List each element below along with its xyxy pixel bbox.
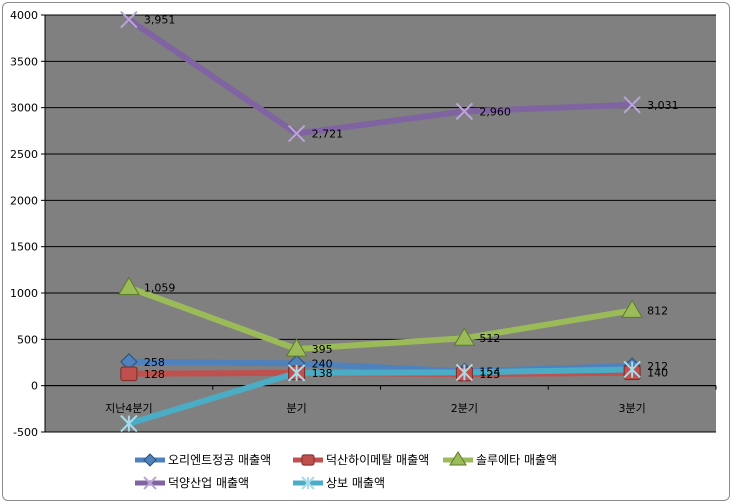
data-label: 395: [312, 343, 333, 356]
y-tick-label: 4000: [10, 9, 38, 22]
data-point: [455, 102, 474, 121]
data-label: 140: [647, 367, 668, 380]
y-tick-label: 0: [31, 380, 38, 393]
data-label: 1,059: [144, 282, 176, 295]
series-line: [125, 284, 636, 353]
y-tick-label: 3000: [10, 102, 38, 115]
legend-label: 상보 매출액: [326, 476, 385, 490]
data-point: [143, 476, 157, 490]
x-tick-label: 지난4분기: [105, 402, 152, 415]
data-point: [301, 476, 315, 490]
data-label: 512: [479, 332, 500, 345]
data-point: [120, 10, 138, 29]
x-tick-label: 2분기: [451, 402, 478, 415]
data-label: 240: [312, 357, 333, 370]
data-label: 3,951: [144, 14, 176, 27]
y-axis: 4000 3500 3000 2500 2000 1500 1000 500 0 -500: [10, 9, 46, 439]
y-tick-label: 3500: [10, 55, 38, 68]
data-label: 212: [647, 360, 668, 373]
y-tick-label: 1500: [10, 241, 38, 254]
data-point: [120, 414, 138, 433]
y-tick-label: 2000: [10, 194, 38, 207]
data-point: [449, 451, 467, 466]
data-point: [118, 276, 140, 296]
x-tick-label: 분기: [287, 402, 307, 415]
data-point: [623, 96, 641, 114]
data-point: [120, 366, 138, 382]
data-point: [287, 124, 306, 143]
x-tick-label: 3분기: [619, 402, 646, 415]
data-point: [453, 327, 476, 346]
data-point: [287, 364, 306, 382]
data-labels: 258 240 154 212 128 138 125 140 1,059 395 512 812 3,…: [144, 14, 679, 382]
series-lines: [125, 16, 636, 427]
y-tick-label: 1000: [10, 287, 38, 300]
series-line: [125, 366, 636, 427]
data-label: 812: [647, 304, 668, 317]
series-markers: [118, 10, 643, 433]
y-tick-label: -500: [13, 426, 38, 439]
legend-label: 덕산하이메탈 매출액: [326, 453, 429, 467]
data-label: 2,721: [312, 128, 344, 141]
data-label: 138: [312, 367, 333, 380]
data-label: 125: [479, 368, 500, 381]
data-point: [285, 338, 308, 357]
data-point: [623, 360, 641, 379]
data-label: 258: [144, 356, 165, 369]
data-point: [621, 299, 643, 318]
data-point: [455, 363, 474, 382]
data-label: 3,031: [647, 99, 679, 112]
y-tick-label: 500: [17, 333, 38, 346]
data-label: 154: [479, 365, 500, 378]
legend-label: 오리엔트정공 매출액: [168, 453, 271, 467]
legend-label: 솔루에타 매출액: [476, 453, 557, 467]
x-axis: 지난4분기 분기 2분기 3분기: [44, 385, 717, 415]
data-point: [143, 453, 157, 467]
data-point: [301, 454, 315, 466]
legend-label: 덕양산업 매출액: [168, 476, 249, 490]
data-label: 2,960: [479, 105, 511, 118]
y-tick-label: 2500: [10, 148, 38, 161]
series-line: [125, 16, 636, 137]
data-label: 128: [144, 368, 165, 381]
